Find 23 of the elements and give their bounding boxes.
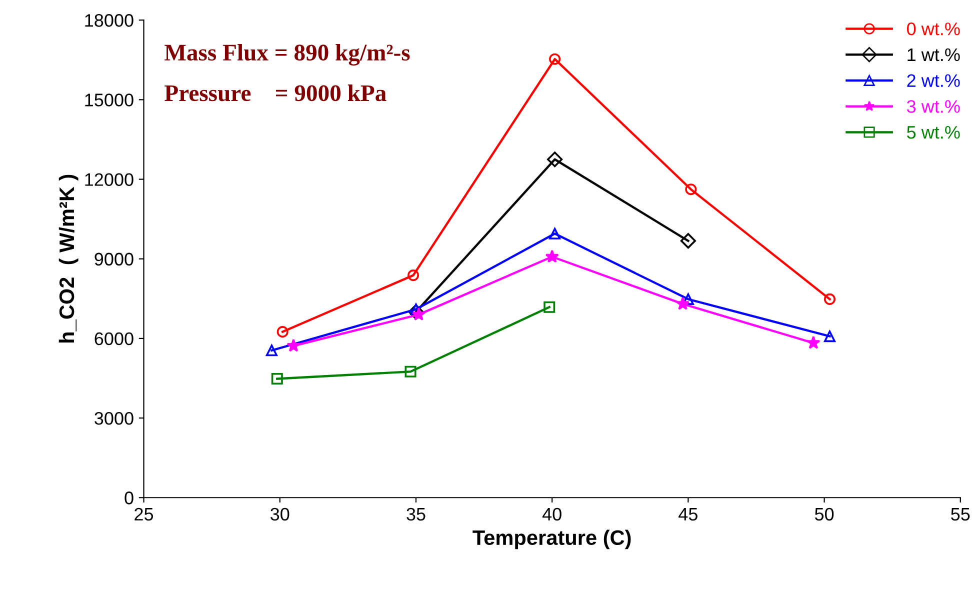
legend-label: 2 wt.% [907, 74, 960, 87]
x-tick-label: 40 [542, 508, 562, 521]
x-tick-label: 50 [814, 508, 834, 521]
x-tick-label: 45 [678, 508, 698, 521]
legend-label: 3 wt.% [906, 100, 960, 113]
annotation: Pressure = 9000 kPa [164, 84, 386, 102]
legend-label: 0 wt.% [907, 22, 960, 36]
legend-label: 1 wt.% [908, 48, 960, 62]
x-tick-label: 30 [270, 508, 290, 521]
x-tick-label: 25 [134, 508, 154, 521]
y-tick-label: 6000 [94, 332, 134, 346]
y-tick-label: 0 [124, 492, 134, 504]
y-tick-label: 9000 [94, 252, 134, 266]
y-axis-title: h_CO2 ( W/m²K ) [58, 174, 78, 342]
y-tick-label: 18000 [85, 14, 134, 27]
x-axis-title: Temperature (C) [472, 530, 631, 550]
y-tick-label: 15000 [85, 94, 134, 106]
y-tick-label: 3000 [94, 412, 134, 425]
y-tick-label: 12000 [85, 173, 134, 186]
legend-label: 5 wt.% [907, 126, 960, 139]
x-tick-label: 35 [406, 508, 426, 521]
x-tick-label: 55 [951, 508, 970, 521]
annotation: Mass Flux = 890 kg/m²-s [164, 44, 410, 66]
